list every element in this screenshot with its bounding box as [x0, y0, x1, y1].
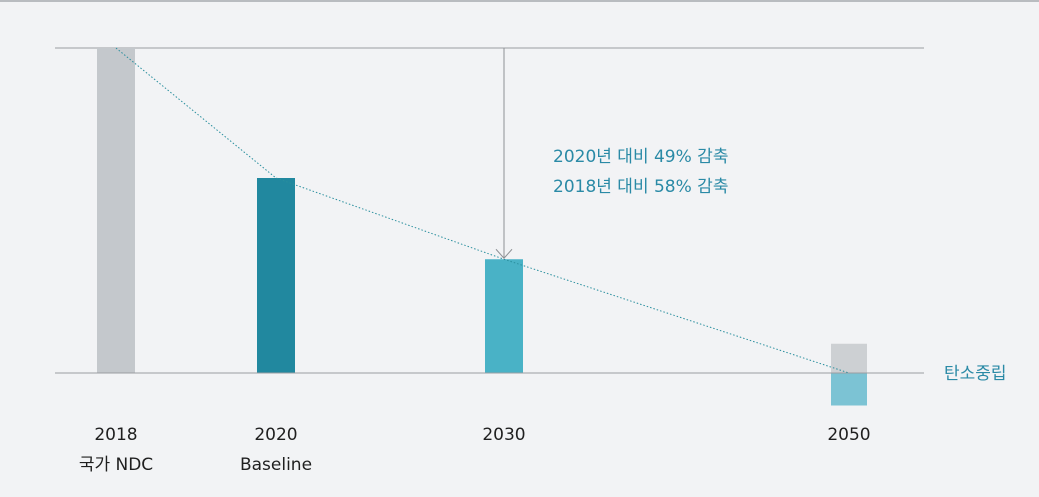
bar-2018	[97, 48, 135, 373]
x-tick-label-sub: 국가 NDC	[79, 455, 153, 475]
bar-2050-emission	[831, 343, 867, 373]
trend-line	[115, 47, 850, 374]
x-tick-label-year: 2018	[94, 425, 137, 445]
x-tick-label-year: 2050	[827, 425, 870, 445]
top-rule	[0, 0, 1039, 2]
bar-2030	[485, 259, 523, 373]
reduction-arrow-head	[495, 248, 513, 260]
reduction-annotation: 2020년 대비 49% 감축	[553, 147, 728, 167]
x-tick-label-year: 2030	[482, 425, 525, 445]
x-tick-label-sub: Baseline	[240, 455, 312, 475]
net-zero-label: 탄소중립	[944, 364, 1007, 384]
bar-2020	[257, 178, 295, 373]
reduction-annotation: 2018년 대비 58% 감축	[553, 177, 728, 197]
bar-2050-absorption	[831, 373, 867, 406]
x-tick-label-year: 2020	[254, 425, 297, 445]
